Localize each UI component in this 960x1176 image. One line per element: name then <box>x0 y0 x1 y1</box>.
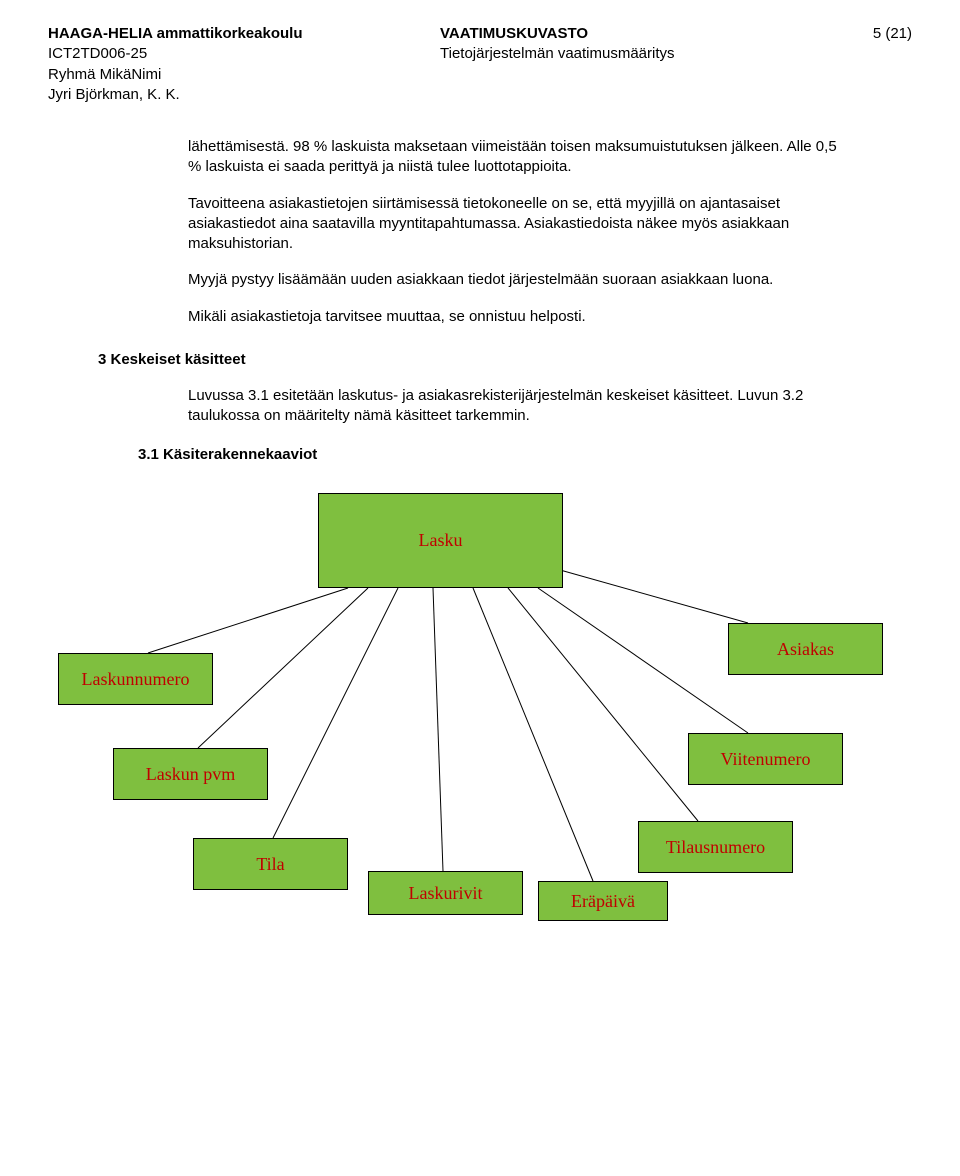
org-name: HAAGA-HELIA ammattikorkeakoulu <box>48 24 440 44</box>
body-text: lähettämisestä. 98 % laskuista maksetaan… <box>188 137 852 327</box>
section-3-title: 3 Keskeiset käsitteet <box>98 351 912 368</box>
doc-subtitle: Tietojärjestelmän vaatimusmääritys <box>440 44 832 64</box>
node-tilausnumero: Tilausnumero <box>638 821 793 873</box>
node-laskurivit: Laskurivit <box>368 871 523 915</box>
concept-diagram: Lasku Laskunnumero Asiakas Laskun pvm Viiten… <box>48 473 908 913</box>
page-number: 5 (21) <box>832 24 912 105</box>
header-center: VAATIMUSKUVASTO Tietojärjestelmän vaatim… <box>440 24 832 105</box>
document-header: HAAGA-HELIA ammattikorkeakoulu ICT2TD006… <box>48 24 912 105</box>
paragraph-1: lähettämisestä. 98 % laskuista maksetaan… <box>188 137 852 178</box>
course-code: ICT2TD006-25 <box>48 44 440 64</box>
section-3-1-title: 3.1 Käsiterakennekaaviot <box>138 446 912 463</box>
node-laskunnumero: Laskunnumero <box>58 653 213 705</box>
node-lasku: Lasku <box>318 493 563 588</box>
node-viitenumero: Viitenumero <box>688 733 843 785</box>
section-3-intro-text: Luvussa 3.1 esitetään laskutus- ja asiak… <box>188 386 852 427</box>
node-tila: Tila <box>193 838 348 890</box>
paragraph-3: Myyjä pystyy lisäämään uuden asiakkaan t… <box>188 270 852 290</box>
author-name: Jyri Björkman, K. K. <box>48 85 440 105</box>
section-3-intro: Luvussa 3.1 esitetään laskutus- ja asiak… <box>188 386 852 427</box>
group-name: Ryhmä MikäNimi <box>48 65 440 85</box>
header-left: HAAGA-HELIA ammattikorkeakoulu ICT2TD006… <box>48 24 440 105</box>
paragraph-4: Mikäli asiakastietoja tarvitsee muuttaa,… <box>188 307 852 327</box>
node-laskunpvm: Laskun pvm <box>113 748 268 800</box>
node-asiakas: Asiakas <box>728 623 883 675</box>
doc-title: VAATIMUSKUVASTO <box>440 24 832 44</box>
node-erapaiva: Eräpäivä <box>538 881 668 921</box>
paragraph-2: Tavoitteena asiakastietojen siirtämisess… <box>188 194 852 255</box>
